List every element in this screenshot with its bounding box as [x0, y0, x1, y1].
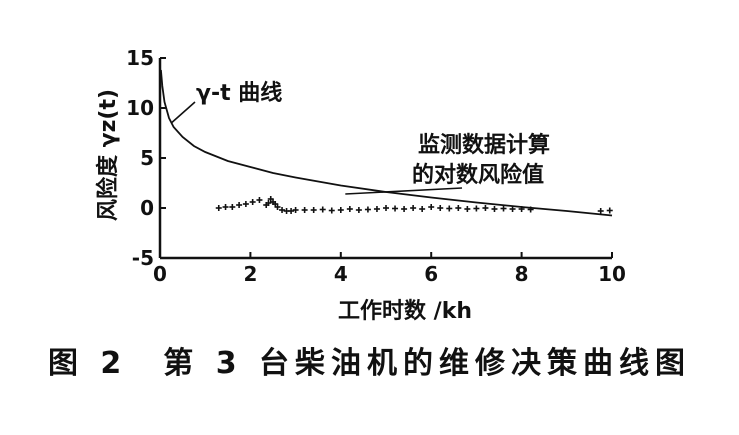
- data-point: [310, 207, 317, 213]
- x-axis-label: 工作时数 /kh: [338, 298, 472, 324]
- data-point: [319, 206, 326, 213]
- data-point: [364, 206, 371, 213]
- x-tick-label: 0: [153, 262, 167, 286]
- data-point: [279, 207, 286, 213]
- data-point: [509, 206, 516, 212]
- data-point: [428, 204, 435, 210]
- data-point: [527, 206, 534, 213]
- data-point: [473, 205, 480, 212]
- y-tick-label: 5: [140, 146, 154, 170]
- curve-line: [160, 69, 613, 217]
- curve-annotation-leader: [170, 101, 196, 124]
- y-axis-label: 风险度 γz(t): [95, 89, 121, 221]
- y-tick-label: 10: [126, 96, 154, 120]
- data-point: [401, 206, 408, 212]
- data-point: [265, 200, 272, 206]
- figure-caption: 图 2 第 3 台柴油机的维修决策曲线图: [47, 346, 692, 381]
- data-point: [464, 206, 471, 212]
- data-point: [346, 206, 353, 212]
- curve-annotation: γ-t 曲线: [196, 80, 282, 106]
- y-tick-label: 0: [140, 196, 154, 220]
- data-point: [518, 206, 525, 212]
- data-point: [301, 207, 308, 213]
- data-point: [419, 206, 426, 212]
- data-point: [437, 205, 444, 211]
- data-point: [606, 207, 613, 214]
- y-tick-label: -5: [132, 246, 154, 270]
- data-point: [236, 202, 243, 208]
- points-annotation-leader: [345, 187, 463, 195]
- data-point: [328, 207, 335, 214]
- data-point: [373, 206, 380, 212]
- data-point: [597, 208, 604, 214]
- data-point: [249, 199, 256, 205]
- x-tick-label: 10: [598, 262, 626, 286]
- x-tick-label: 4: [334, 262, 348, 286]
- data-point: [292, 207, 299, 213]
- data-point: [242, 201, 249, 207]
- data-point: [455, 205, 462, 211]
- data-point: [446, 205, 453, 212]
- data-point: [229, 204, 236, 210]
- data-point: [500, 205, 507, 212]
- data-point: [337, 207, 344, 213]
- data-point: [256, 197, 263, 203]
- y-tick-label: 15: [126, 46, 154, 70]
- data-point: [288, 208, 295, 214]
- x-tick-label: 8: [515, 262, 529, 286]
- data-point: [482, 205, 489, 211]
- data-point: [274, 204, 281, 210]
- data-point: [355, 207, 362, 213]
- data-point: [215, 205, 222, 211]
- data-point: [383, 205, 389, 211]
- points-series: [215, 196, 613, 214]
- points-annotation: 监测数据计算的对数风险值: [412, 132, 550, 188]
- x-tick-label: 2: [243, 262, 257, 286]
- data-point: [491, 206, 498, 212]
- x-tick-label: 6: [424, 262, 438, 286]
- data-point: [392, 205, 399, 212]
- data-point: [222, 204, 229, 210]
- data-point: [410, 205, 417, 211]
- curve-series: [160, 69, 613, 217]
